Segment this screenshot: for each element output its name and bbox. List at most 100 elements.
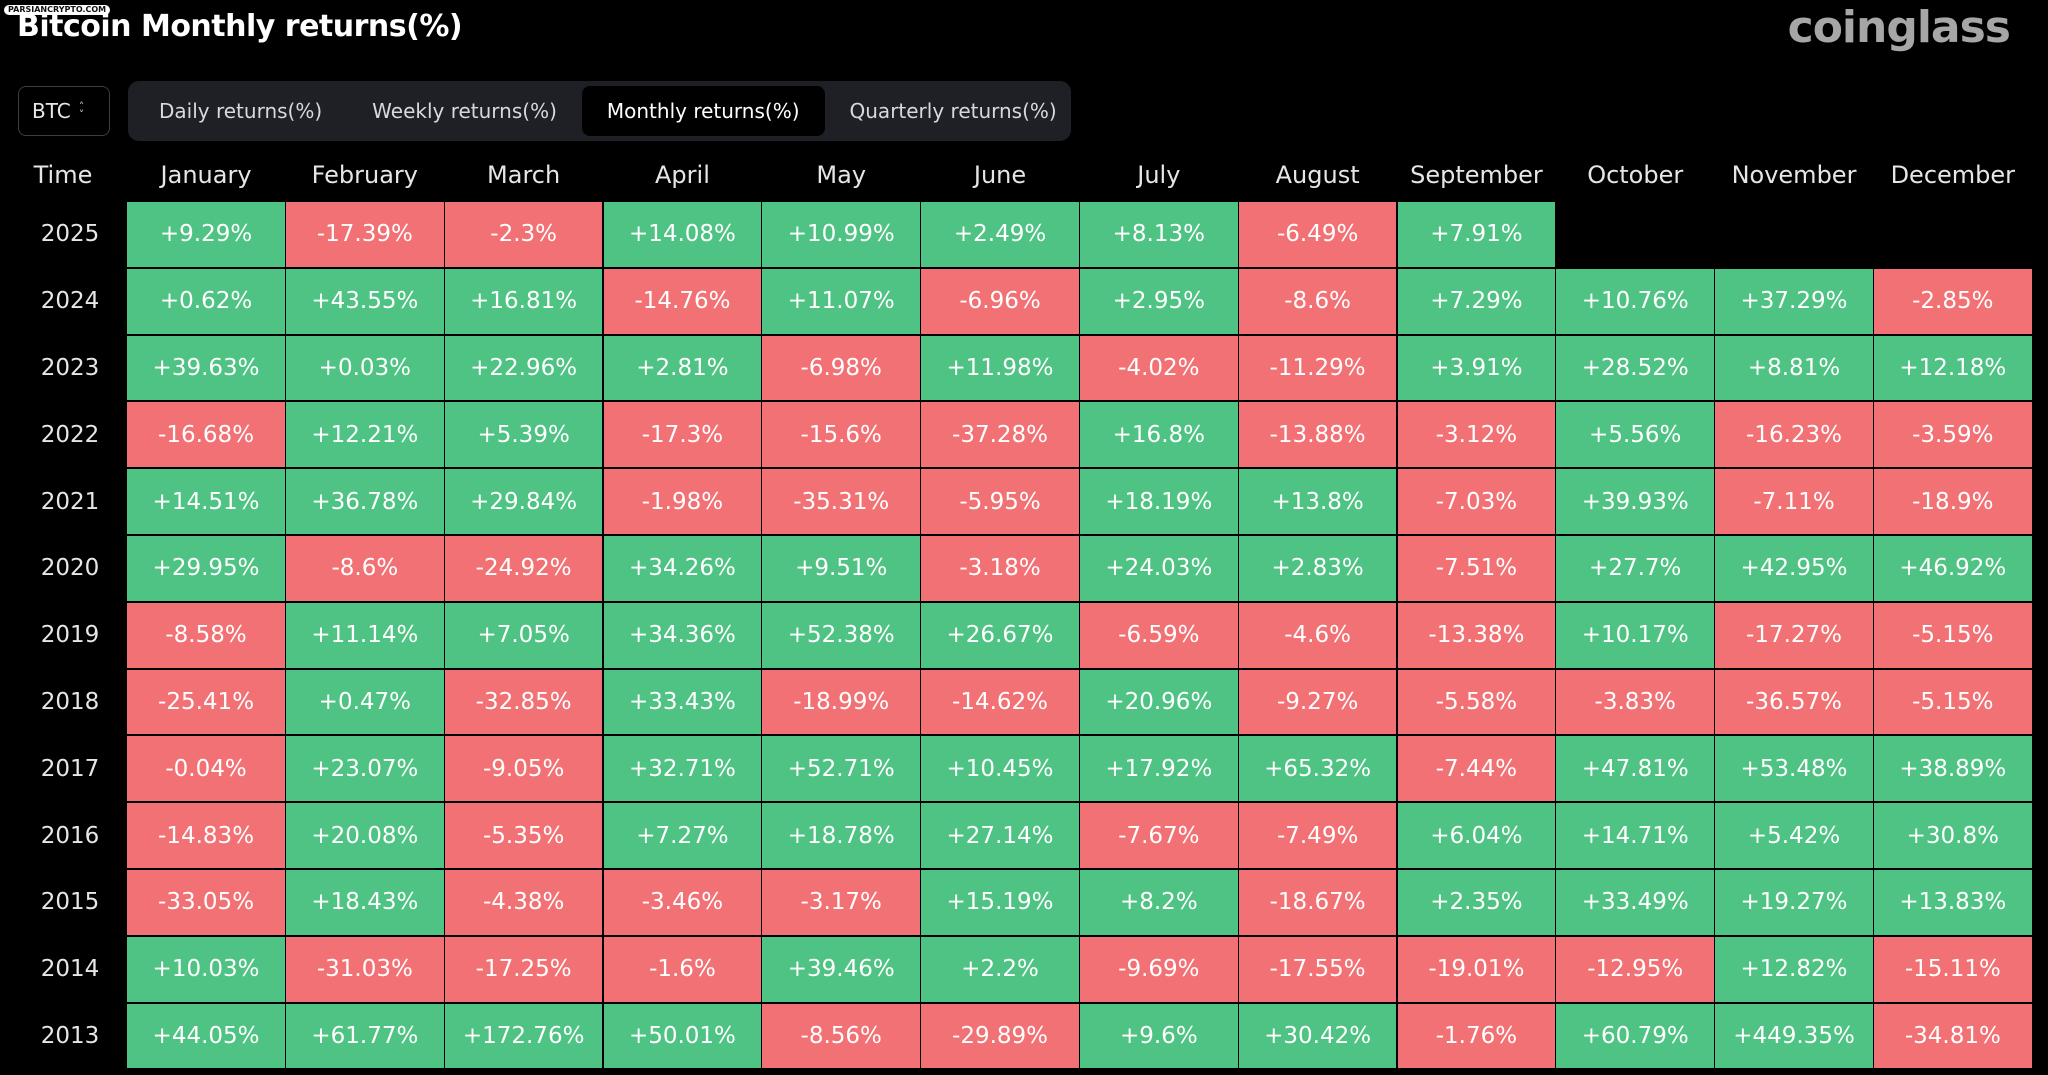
tab-quarterly-returns[interactable]: Quarterly returns(%) [849,99,1057,123]
return-cell[interactable]: +29.84% [444,469,603,534]
return-cell[interactable]: +2.83% [1238,535,1397,601]
return-cell[interactable]: +32.71% [603,736,762,802]
return-cell[interactable]: -37.28% [921,402,1079,468]
return-cell[interactable]: +38.89% [1874,736,2032,802]
return-cell[interactable]: +9.6% [1080,1003,1238,1069]
return-cell[interactable]: +6.04% [1397,803,1556,868]
return-cell[interactable]: -6.96% [921,268,1079,334]
return-cell[interactable]: +10.03% [127,936,285,1002]
return-cell[interactable]: +20.08% [286,803,444,868]
return-cell[interactable]: +20.96% [1080,669,1238,735]
return-cell[interactable]: +172.76% [444,1003,603,1069]
return-cell[interactable]: +37.29% [1715,268,1873,334]
return-cell[interactable]: -18.99% [762,669,920,735]
return-cell[interactable]: +29.95% [127,535,285,601]
return-cell[interactable]: +33.49% [1556,869,1714,935]
return-cell[interactable]: +0.47% [286,669,444,735]
return-cell[interactable]: -5.15% [1874,669,2032,735]
return-cell[interactable] [1715,202,1873,267]
return-cell[interactable]: +12.82% [1715,936,1873,1002]
return-cell[interactable] [1874,202,2032,267]
return-cell[interactable]: -14.83% [127,803,285,868]
return-cell[interactable]: +2.95% [1080,268,1238,334]
return-cell[interactable]: +11.98% [921,335,1079,401]
return-cell[interactable]: -17.27% [1715,602,1873,668]
return-cell[interactable]: -13.88% [1238,402,1397,468]
return-cell[interactable]: +16.8% [1080,402,1238,468]
return-cell[interactable] [1556,202,1714,267]
return-cell[interactable]: +52.71% [762,736,920,802]
return-cell[interactable]: -19.01% [1397,936,1556,1002]
return-cell[interactable]: +18.19% [1080,469,1238,534]
return-cell[interactable]: -8.56% [762,1003,920,1069]
return-cell[interactable]: -7.03% [1397,469,1556,534]
return-cell[interactable]: -0.04% [127,736,285,802]
return-cell[interactable]: -35.31% [762,469,920,534]
return-cell[interactable]: +36.78% [286,469,444,534]
return-cell[interactable]: -14.62% [921,669,1079,735]
return-cell[interactable]: +43.55% [286,268,444,334]
return-cell[interactable]: -13.38% [1397,602,1556,668]
return-cell[interactable]: -9.27% [1238,669,1397,735]
return-cell[interactable]: +12.21% [286,402,444,468]
return-cell[interactable]: -4.6% [1238,602,1397,668]
tab-monthly-returns[interactable]: Monthly returns(%) [581,86,825,136]
return-cell[interactable]: +61.77% [286,1003,444,1069]
return-cell[interactable]: -17.55% [1238,936,1397,1002]
return-cell[interactable]: +34.36% [603,602,762,668]
return-cell[interactable]: -3.59% [1874,402,2032,468]
return-cell[interactable]: +15.19% [921,869,1079,935]
return-cell[interactable]: -5.35% [444,803,603,868]
return-cell[interactable]: +5.39% [444,402,603,468]
tab-daily-returns[interactable]: Daily returns(%) [159,99,323,123]
return-cell[interactable]: +22.96% [444,335,603,401]
return-cell[interactable]: -18.9% [1874,469,2032,534]
return-cell[interactable]: -11.29% [1238,335,1397,401]
return-cell[interactable]: +2.81% [603,335,762,401]
return-cell[interactable]: +13.83% [1874,869,2032,935]
return-cell[interactable]: -6.59% [1080,602,1238,668]
return-cell[interactable]: +17.92% [1080,736,1238,802]
return-cell[interactable]: -3.18% [921,535,1079,601]
return-cell[interactable]: +9.51% [762,535,920,601]
return-cell[interactable]: +10.76% [1556,268,1714,334]
return-cell[interactable]: +18.43% [286,869,444,935]
return-cell[interactable]: -3.17% [762,869,920,935]
return-cell[interactable]: -17.3% [603,402,762,468]
return-cell[interactable]: +5.42% [1715,803,1873,868]
return-cell[interactable]: +5.56% [1556,402,1714,468]
return-cell[interactable]: +44.05% [127,1003,285,1069]
return-cell[interactable]: -9.69% [1080,936,1238,1002]
return-cell[interactable]: +52.38% [762,602,920,668]
return-cell[interactable]: +53.48% [1715,736,1873,802]
return-cell[interactable]: +23.07% [286,736,444,802]
return-cell[interactable]: -36.57% [1715,669,1873,735]
return-cell[interactable]: +28.52% [1556,335,1714,401]
return-cell[interactable]: -3.46% [603,869,762,935]
return-cell[interactable]: +449.35% [1715,1003,1873,1069]
return-cell[interactable]: +0.03% [286,335,444,401]
return-cell[interactable]: -17.39% [286,202,444,267]
return-cell[interactable]: +11.07% [762,268,920,334]
return-cell[interactable]: +7.27% [603,803,762,868]
return-cell[interactable]: -1.6% [603,936,762,1002]
return-cell[interactable]: +11.14% [286,602,444,668]
return-cell[interactable]: +27.7% [1556,535,1714,601]
return-cell[interactable]: -5.95% [921,469,1079,534]
return-cell[interactable]: +18.78% [762,803,920,868]
return-cell[interactable]: +26.67% [921,602,1079,668]
return-cell[interactable]: +47.81% [1556,736,1714,802]
return-cell[interactable]: +39.46% [762,936,920,1002]
return-cell[interactable]: -15.6% [762,402,920,468]
return-cell[interactable]: +30.8% [1874,803,2032,868]
return-cell[interactable]: -18.67% [1238,869,1397,935]
return-cell[interactable]: -8.6% [286,535,444,601]
return-cell[interactable]: +50.01% [603,1003,762,1069]
return-cell[interactable]: +8.2% [1080,869,1238,935]
return-cell[interactable]: +3.91% [1397,335,1556,401]
return-cell[interactable]: +8.13% [1080,202,1238,267]
return-cell[interactable]: +46.92% [1874,535,2032,601]
return-cell[interactable]: +2.2% [921,936,1079,1002]
return-cell[interactable]: +14.71% [1556,803,1714,868]
return-cell[interactable]: +14.08% [603,202,762,267]
